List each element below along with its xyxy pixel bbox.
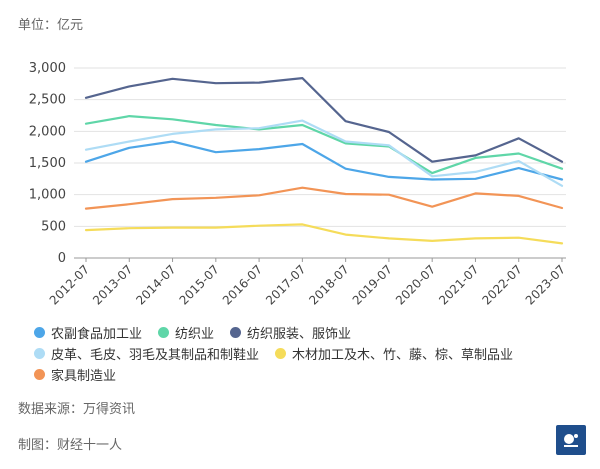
legend-swatch [275,348,287,359]
legend-label: 纺织服装、服饰业 [247,327,352,342]
x-tick-label: 2017-07 [263,262,308,307]
legend-swatch [158,327,170,338]
y-tick-label: 3,000 [29,61,66,76]
legend: 农副食品加工业 纺织业 纺织服装、服饰业皮革、毛皮、羽毛及其制品和制鞋业 木材加工及木… [34,322,594,385]
legend-row: 家具制造业 [34,364,594,385]
legend-label: 农副食品加工业 [51,327,143,342]
legend-swatch [34,348,45,359]
brand-logo [556,425,586,455]
x-tick-label: 2015-07 [177,262,222,307]
x-tick-label: 2023-07 [523,262,568,307]
legend-swatch [230,327,242,338]
series-lines [84,76,564,245]
legend-swatch [34,327,45,338]
legend-label: 纺织业 [175,327,215,342]
x-tick-label: 2012-07 [47,262,92,307]
x-tick-label: 2018-07 [306,262,351,307]
x-tick-label: 2013-07 [90,262,135,307]
series-line-5 [84,186,564,210]
y-tick-label: 2,000 [29,124,66,139]
y-tick-label: 1,000 [29,188,66,203]
x-tick-label: 2021-07 [436,262,481,307]
legend-item: 皮革、毛皮、羽毛及其制品和制鞋业 [34,344,259,363]
x-tick-label: 2016-07 [220,262,265,307]
y-tick-label: 0 [58,251,66,266]
y-tick-label: 500 [41,219,66,234]
x-tick-label: 2022-07 [479,262,524,307]
legend-row: 皮革、毛皮、羽毛及其制品和制鞋业 木材加工及木、竹、藤、棕、草制品业 [34,343,594,364]
legend-row: 农副食品加工业 纺织业 纺织服装、服饰业 [34,322,594,343]
series-line-3 [84,119,564,187]
x-tick-label: 2020-07 [393,262,438,307]
legend-label: 皮革、毛皮、羽毛及其制品和制鞋业 [51,348,260,363]
legend-item: 纺织业 [158,323,214,342]
x-tick-label: 2014-07 [133,262,178,307]
author-label: 制图：财经十一人 [18,438,123,453]
legend-item: 纺织服装、服饰业 [230,323,351,342]
y-tick-label: 2,500 [29,93,66,108]
x-tick-label: 2019-07 [350,262,395,307]
series-line-1 [84,114,564,175]
series-line-0 [84,140,564,181]
unit-label: 单位：亿元 [18,18,84,33]
legend-label: 家具制造业 [51,369,117,384]
series-line-4 [84,223,564,245]
legend-item: 家具制造业 [34,365,116,384]
legend-label: 木材加工及木、竹、藤、棕、草制品业 [292,348,514,363]
y-tick-label: 1,500 [29,156,66,171]
source-label: 数据来源：万得资讯 [18,402,136,417]
y-axis-ticks: 0 500 1,000 1,500 2,000 2,500 3,000 [29,61,66,266]
logo-icon [564,434,578,447]
legend-swatch [34,369,45,380]
x-axis-ticks: 2012-072013-072014-072015-072016-072017-… [47,258,568,308]
series-line-2 [84,76,564,163]
legend-item: 农副食品加工业 [34,323,142,342]
legend-item: 木材加工及木、竹、藤、棕、草制品业 [275,344,513,363]
